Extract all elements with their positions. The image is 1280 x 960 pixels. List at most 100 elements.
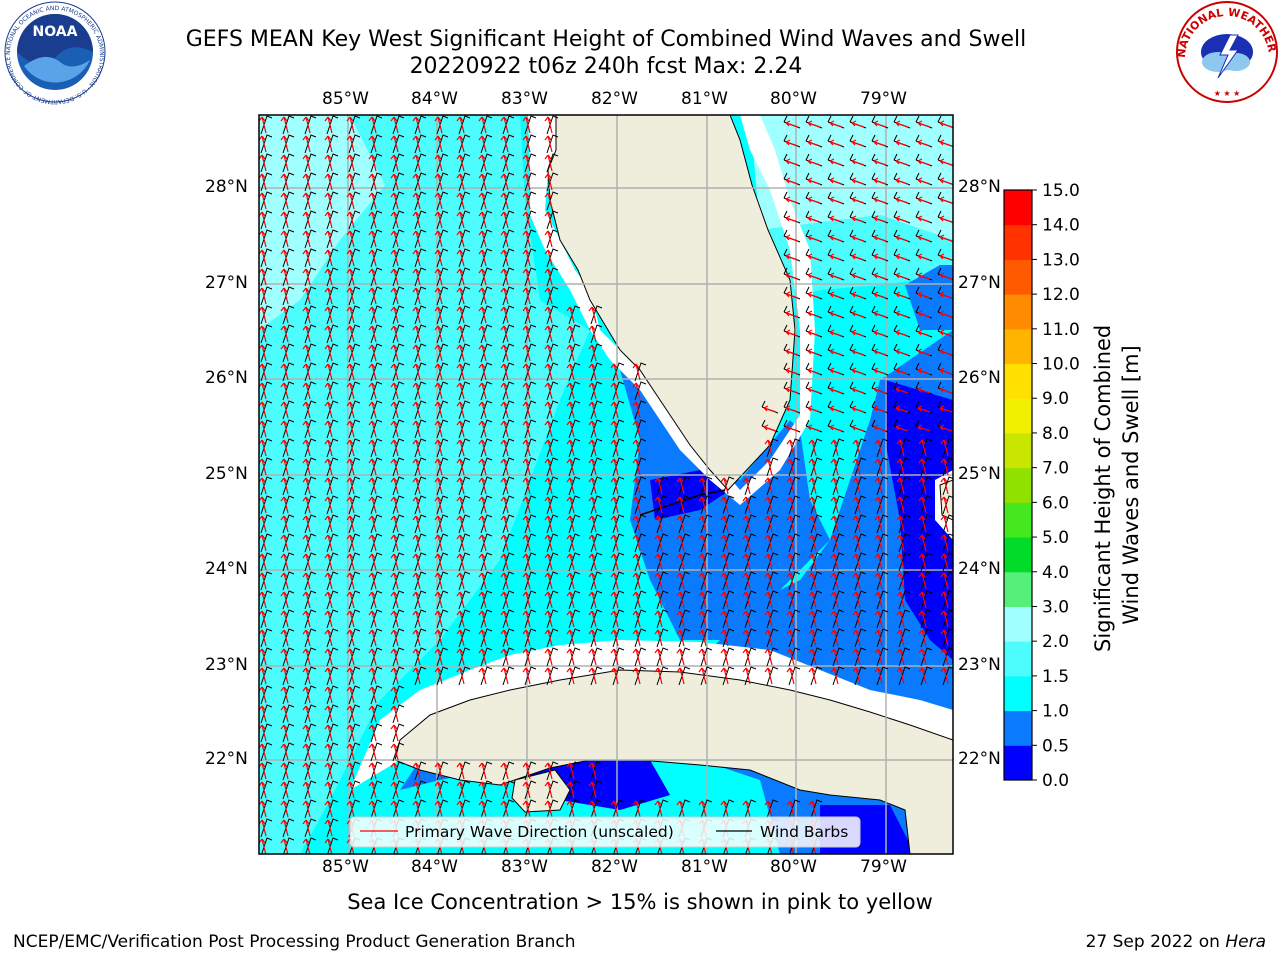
colorbar-tick-label: 12.0 (1042, 285, 1080, 305)
wind-barb (458, 647, 471, 667)
wave-arrow (522, 553, 531, 571)
wind-barb (678, 628, 691, 648)
wind-barb (568, 438, 581, 458)
wind-barb (502, 609, 515, 629)
wind-barb (744, 476, 757, 496)
wave-arrow (918, 553, 927, 571)
wind-barb (678, 514, 691, 534)
wave-band-2-3-atlantic (750, 115, 953, 240)
wave-arrow (895, 120, 909, 128)
wave-arrow (544, 553, 553, 571)
wind-barb (326, 438, 339, 458)
footer-right: 27 Sep 2022 on Hera (1086, 932, 1266, 952)
wave-arrow (654, 534, 663, 552)
wind-barb (458, 362, 471, 382)
wave-arrow (346, 306, 355, 324)
wave-arrow (588, 458, 597, 476)
wave-arrow (434, 268, 443, 286)
wind-barb (304, 761, 317, 781)
wind-barb (304, 742, 317, 762)
wave-arrow (324, 401, 333, 419)
wave-arrow (500, 572, 509, 590)
wind-barb (546, 362, 559, 382)
wave-arrow (785, 367, 799, 375)
wind-barb (260, 286, 273, 306)
wind-barb (568, 552, 581, 572)
wave-arrow (610, 477, 619, 495)
wave-arrow (566, 515, 575, 533)
wind-barb (260, 381, 273, 401)
wave-arrow (632, 439, 641, 457)
wind-barb (436, 552, 449, 572)
wind-barb (348, 571, 361, 591)
wave-arrow (785, 158, 799, 166)
wind-barb (524, 571, 537, 591)
wind-barb (744, 647, 757, 667)
wave-arrow (390, 382, 399, 400)
wave-arrow (808, 496, 817, 514)
wind-barb (634, 495, 647, 515)
wave-arrow (829, 367, 843, 375)
wave-arrow (918, 477, 927, 495)
wind-barb (568, 514, 581, 534)
lon-label-top: 83°W (501, 89, 548, 109)
colorbar-label-line1: Significant Height of Combined (1091, 325, 1115, 652)
wave-arrow (698, 667, 707, 685)
wave-arrow (324, 344, 333, 362)
wind-barb (656, 647, 669, 667)
wave-arrow (324, 724, 333, 742)
wind-barb (304, 210, 317, 230)
wave-arrow (412, 287, 421, 305)
wind-barb (370, 742, 383, 762)
wind-barb (766, 438, 779, 458)
wave-arrow (654, 553, 663, 571)
wind-barb (370, 780, 383, 800)
wind-barb (348, 742, 361, 762)
wind-barb (568, 324, 581, 344)
wind-barb (436, 305, 449, 325)
wind-barb (898, 457, 911, 477)
lat-label-left: 22°N (205, 749, 248, 769)
wave-arrow (390, 515, 399, 533)
wave-arrow (522, 116, 531, 134)
wind-barb (810, 476, 823, 496)
wind-barb (414, 666, 427, 686)
wind-barb (810, 799, 823, 819)
wind-barb (326, 571, 339, 591)
wind-barb (744, 666, 757, 686)
wave-arrow (346, 515, 355, 533)
wind-barb (414, 761, 427, 781)
wave-arrow (807, 329, 821, 337)
wind-barb (568, 476, 581, 496)
wind-barb (678, 799, 691, 819)
wave-arrow (456, 325, 465, 343)
wind-barb (348, 419, 361, 439)
wind-barb (524, 134, 537, 154)
wind-barb (392, 419, 405, 439)
wave-arrow (346, 363, 355, 381)
wave-arrow (302, 344, 311, 362)
wave-arrow (764, 648, 773, 666)
wave-arrow (698, 572, 707, 590)
wave-arrow (302, 534, 311, 552)
wind-barb (502, 229, 515, 249)
wave-arrow (368, 667, 377, 685)
wave-arrow (851, 329, 865, 337)
wind-barb (546, 533, 559, 553)
wave-arrow (456, 610, 465, 628)
wave-arrow (785, 405, 799, 413)
wave-arrow (390, 629, 399, 647)
wind-barb (392, 134, 405, 154)
wind-barb (634, 590, 647, 610)
wind-barb (744, 590, 757, 610)
wave-arrow (500, 344, 509, 362)
wave-arrow (324, 477, 333, 495)
wave-arrow (434, 306, 443, 324)
wave-arrow (412, 401, 421, 419)
wind-barb (524, 438, 537, 458)
wind-barb (260, 400, 273, 420)
wind-barb (414, 400, 427, 420)
wind-barb (810, 533, 823, 553)
wave-arrow (940, 629, 949, 647)
wind-barb (305, 837, 317, 854)
